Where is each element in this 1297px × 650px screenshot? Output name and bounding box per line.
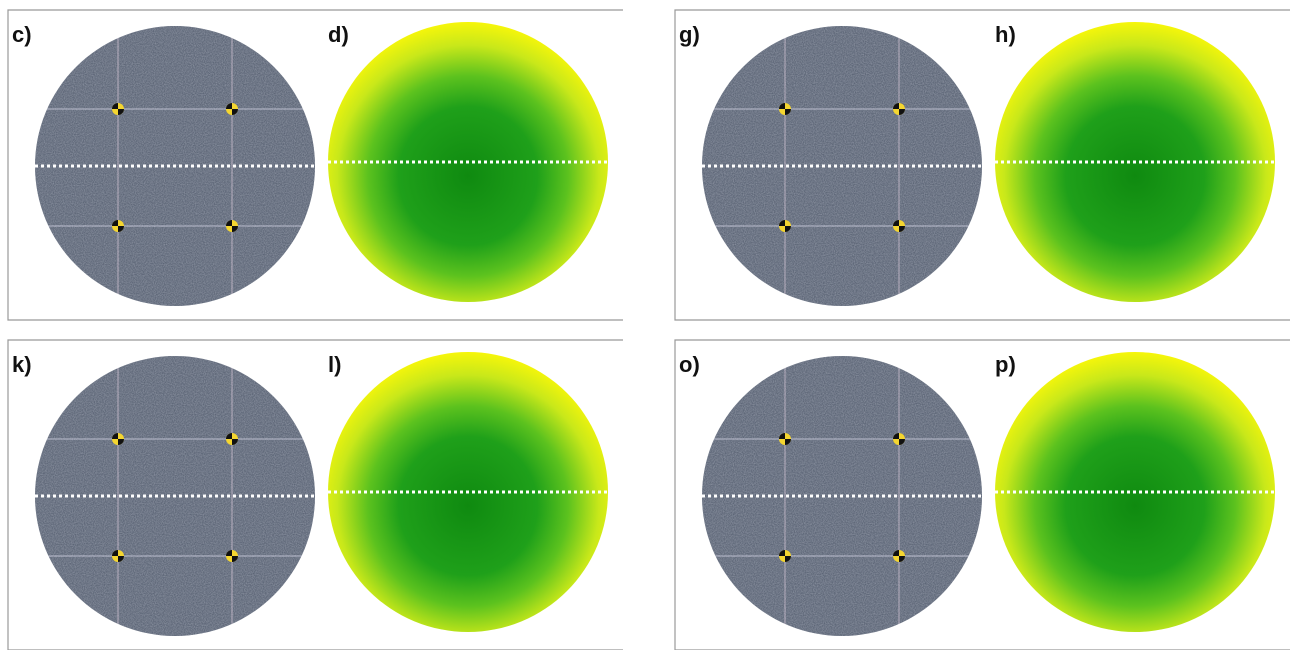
panel-label: c) [12, 22, 32, 47]
panel-label: g) [679, 22, 700, 47]
panel-label: d) [328, 22, 349, 47]
panel-label: h) [995, 22, 1016, 47]
panel-label: k) [12, 352, 32, 377]
panel-label: p) [995, 352, 1016, 377]
figure: c) d) g) h) k) l) o) p) [0, 0, 1297, 650]
panel-label: l) [328, 352, 341, 377]
panel-label: o) [679, 352, 700, 377]
